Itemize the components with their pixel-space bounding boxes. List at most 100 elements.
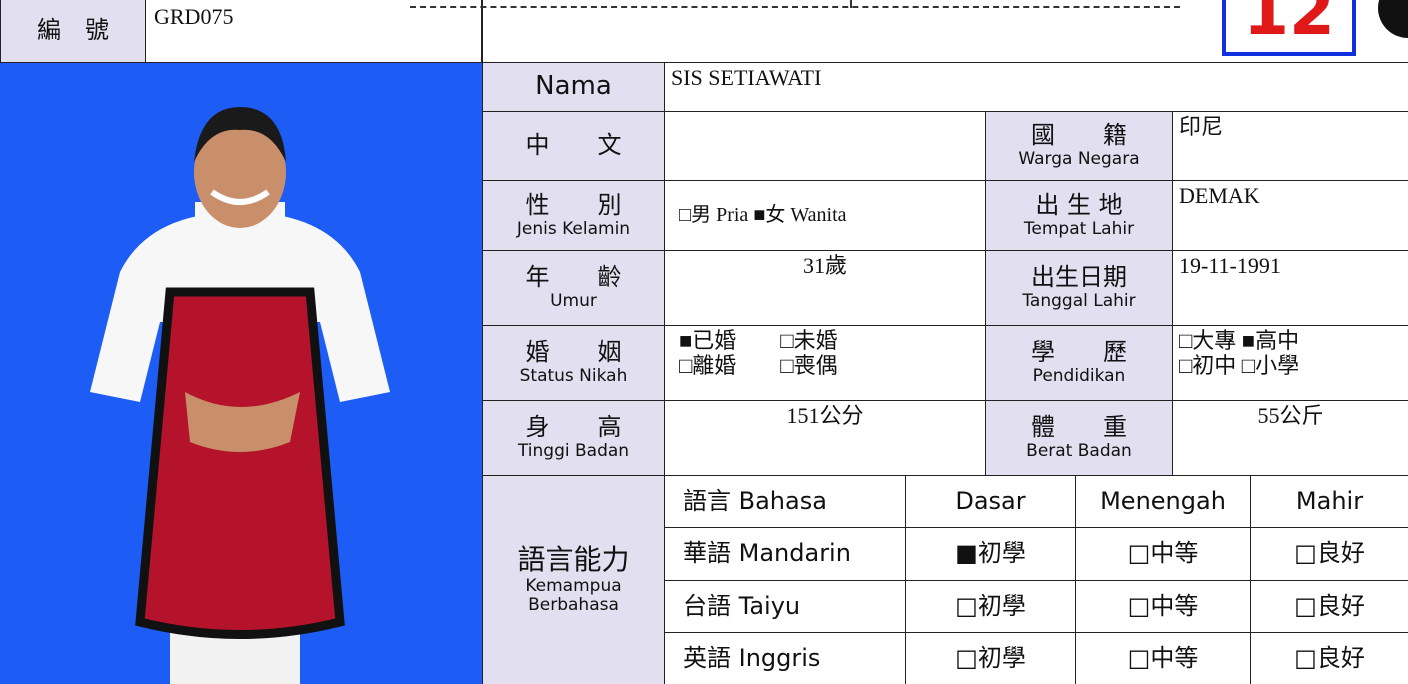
text: 華語 Mandarin <box>683 539 851 568</box>
text: 婚 姻 <box>525 338 622 367</box>
text: 19-11-1991 <box>1179 253 1281 278</box>
value-cell: Mahir <box>1250 475 1408 528</box>
text: □男 Pria ■女 Wanita <box>679 204 847 226</box>
label-cell: 婚 姻 Status Nikah <box>482 325 665 401</box>
value-cell: □良好 <box>1250 580 1408 633</box>
text: □初學 <box>955 591 1026 620</box>
value-cell: 19-11-1991 <box>1172 250 1408 326</box>
value-cell: GRD075 <box>145 0 483 63</box>
text: 編 號 <box>37 16 109 45</box>
text: 151公分 <box>786 403 864 428</box>
text: 語言能力 <box>517 543 630 577</box>
text: Tempat Lahir <box>1023 218 1135 239</box>
label-cell: 出 生 地 Tempat Lahir <box>985 180 1173 251</box>
dash <box>410 6 1180 8</box>
text: 台語 Taiyu <box>683 591 801 620</box>
text: 英語 Inggris <box>683 643 821 672</box>
value-cell: ■已婚 □未婚 □離婚 □喪偶 <box>664 325 986 401</box>
tick <box>850 0 852 8</box>
text: Jenis Kelamin <box>516 218 631 239</box>
text: Mahir <box>1295 486 1364 515</box>
text: ■已婚 □未婚 <box>679 328 838 353</box>
label-cell: 中 文 <box>482 111 665 181</box>
text: Dasar <box>955 486 1026 515</box>
label-cell: 身 高 Tinggi Badan <box>482 400 665 476</box>
value-cell: 印尼 <box>1172 111 1408 181</box>
value-cell: Dasar <box>905 475 1076 528</box>
value-cell <box>664 111 986 181</box>
text: Menengah <box>1100 486 1226 515</box>
text: Umur <box>550 291 597 312</box>
text: 國 籍 <box>1031 121 1127 150</box>
value-cell: □中等 <box>1075 632 1251 684</box>
text: Pendidikan <box>1032 366 1126 387</box>
label-cell: 國 籍 Warga Negara <box>985 111 1173 181</box>
text: Warga Negara <box>1018 149 1140 170</box>
label-cell: Nama <box>482 62 665 112</box>
text: 年 齡 <box>525 263 622 292</box>
text: □中等 <box>1127 539 1199 568</box>
value-cell: ■初學 <box>905 527 1076 581</box>
value-cell: SIS SETIAWATI <box>664 62 1408 112</box>
text: Kemampua <box>525 575 622 596</box>
text: □初學 <box>955 643 1026 672</box>
photo <box>0 62 482 684</box>
text: 出 生 地 <box>1035 190 1123 219</box>
value-cell: □良好 <box>1250 632 1408 684</box>
border <box>481 0 482 62</box>
value-cell: □大專 ■高中 □初中 □小學 <box>1172 325 1408 401</box>
label-cell: 體 重 Berat Badan <box>985 400 1173 476</box>
value-cell: 語言 Bahasa <box>664 475 906 528</box>
label-cell: 編 號 <box>0 0 146 63</box>
text: GRD075 <box>154 4 234 29</box>
value-cell: 55公斤 <box>1172 400 1408 476</box>
value-cell: 台語 Taiyu <box>664 580 906 633</box>
value-cell: 語言能力 Kemampua Berbahasa <box>482 475 665 684</box>
value-cell: 151公分 <box>664 400 986 476</box>
text: □離婚 □喪偶 <box>679 353 838 379</box>
value-cell: □中等 <box>1075 527 1251 581</box>
badge: 12 <box>1222 0 1356 56</box>
value-cell: □初學 <box>905 632 1076 684</box>
text: Nama <box>535 71 612 102</box>
text: Tanggal Lahir <box>1022 291 1136 312</box>
value-cell: 31歲 <box>664 250 986 326</box>
value-cell: 華語 Mandarin <box>664 527 906 581</box>
text: 體 重 <box>1031 413 1127 442</box>
text: DEMAK <box>1179 183 1260 208</box>
label-cell: 出生日期 Tanggal Lahir <box>985 250 1173 326</box>
text: □良好 <box>1294 643 1365 672</box>
value-cell: □中等 <box>1075 580 1251 633</box>
text: 12 <box>1243 0 1335 50</box>
text: □初中 □小學 <box>1179 353 1300 379</box>
label-cell: 學 歷 Pendidikan <box>985 325 1173 401</box>
text: 中 文 <box>525 131 622 160</box>
text: 性 別 <box>525 190 622 219</box>
text: 語言 Bahasa <box>683 486 827 515</box>
circle <box>1378 0 1408 38</box>
text: □大專 ■高中 <box>1179 328 1300 353</box>
text: 身 高 <box>525 413 622 442</box>
text: Berat Badan <box>1026 441 1132 462</box>
text: 55公斤 <box>1257 403 1324 428</box>
label-cell: 性 別 Jenis Kelamin <box>482 180 665 251</box>
text: 出生日期 <box>1031 263 1127 292</box>
text: □良好 <box>1294 539 1365 568</box>
text: □中等 <box>1127 643 1199 672</box>
text: □中等 <box>1127 591 1199 620</box>
text: ■初學 <box>955 539 1026 568</box>
label-cell: 年 齡 Umur <box>482 250 665 326</box>
value-cell: □男 Pria ■女 Wanita <box>664 180 986 251</box>
text: □良好 <box>1294 591 1365 620</box>
value-cell: Menengah <box>1075 475 1251 528</box>
text: 學 歷 <box>1031 338 1127 367</box>
value-cell: □良好 <box>1250 527 1408 581</box>
text: SIS SETIAWATI <box>671 65 822 90</box>
value-cell: DEMAK <box>1172 180 1408 251</box>
text: Status Nikah <box>519 366 628 387</box>
text: 印尼 <box>1179 114 1224 139</box>
text: Tinggi Badan <box>517 441 630 462</box>
value-cell: 英語 Inggris <box>664 632 906 684</box>
text: 31歲 <box>802 253 847 278</box>
